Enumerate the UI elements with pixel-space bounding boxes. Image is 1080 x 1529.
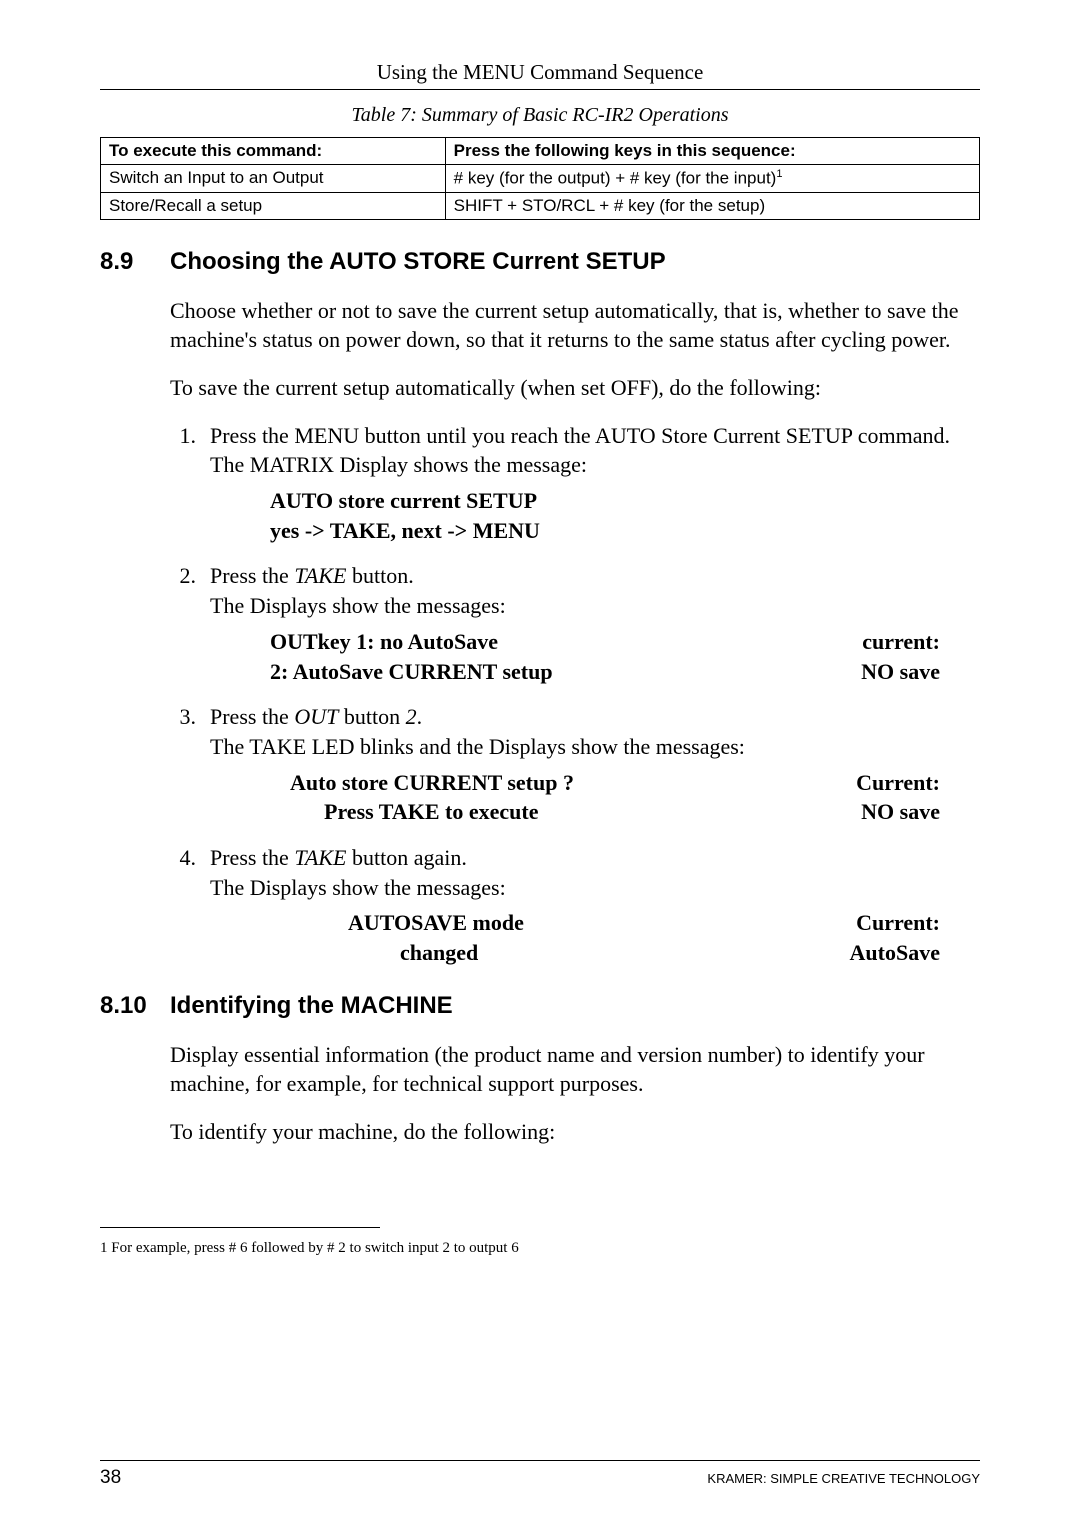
para: To identify your machine, do the followi… (170, 1117, 980, 1147)
footnote-rule (100, 1227, 380, 1228)
step-text: The TAKE LED blinks and the Displays sho… (210, 732, 980, 762)
display-row: 2: AutoSave CURRENT setup NO save (270, 657, 980, 687)
step-number: 3. (170, 702, 210, 837)
step-item: 3. Press the OUT button 2. The TAKE LED … (170, 702, 980, 837)
display-line: yes -> TAKE, next -> MENU (270, 516, 980, 546)
footnote-text: For example, press # 6 followed by # 2 t… (111, 1240, 518, 1256)
para: Choose whether or not to save the curren… (170, 296, 980, 355)
step-number: 4. (170, 843, 210, 978)
step-text: Press the TAKE button. (210, 561, 980, 591)
para: To save the current setup automatically … (170, 373, 980, 403)
step-number: 2. (170, 561, 210, 696)
step-text: The Displays show the messages: (210, 873, 980, 903)
display-row: AUTOSAVE mode Current: (270, 908, 980, 938)
running-header: Using the MENU Command Sequence (100, 60, 980, 85)
page-footer: 38 KRAMER: SIMPLE CREATIVE TECHNOLOGY (100, 1460, 980, 1489)
step-text: The Displays show the messages: (210, 591, 980, 621)
footer-rule (100, 1460, 980, 1461)
cell-keys-0: # key (for the output) + # key (for the … (445, 165, 979, 193)
display-message: AUTO store current SETUP yes -> TAKE, ne… (270, 486, 980, 545)
col-header-keys: Press the following keys in this sequenc… (445, 138, 979, 165)
section-8-10-body: Display essential information (the produ… (170, 1040, 980, 1147)
step-text: Press the TAKE button again. (210, 843, 980, 873)
footnote-marker: 1 (100, 1240, 108, 1256)
section-8-9-body: Choose whether or not to save the curren… (170, 296, 980, 978)
section-number: 8.10 (100, 992, 170, 1020)
table-caption: Table 7: Summary of Basic RC-IR2 Operati… (100, 104, 980, 127)
display-row: Press TAKE to execute NO save (270, 797, 980, 827)
steps-list: 1. Press the MENU button until you reach… (170, 421, 980, 978)
display-message: AUTOSAVE mode Current: changed AutoSave (270, 908, 980, 967)
display-row: Auto store CURRENT setup ? Current: (270, 768, 980, 798)
display-line: AUTO store current SETUP (270, 486, 980, 516)
col-header-command: To execute this command: (101, 138, 446, 165)
section-heading-8-9: 8.9 Choosing the AUTO STORE Current SETU… (100, 248, 980, 276)
table-row: Store/Recall a setup SHIFT + STO/RCL + #… (101, 192, 980, 219)
brand-line: KRAMER: SIMPLE CREATIVE TECHNOLOGY (707, 1471, 980, 1486)
display-message: OUTkey 1: no AutoSave current: 2: AutoSa… (270, 627, 980, 686)
header-rule (100, 89, 980, 90)
table-header-row: To execute this command: Press the follo… (101, 138, 980, 165)
step-text: Press the OUT button 2. (210, 702, 980, 732)
footnote: 1 For example, press # 6 followed by # 2… (100, 1240, 980, 1257)
section-title: Identifying the MACHINE (170, 992, 453, 1020)
footnote-ref: 1 (776, 168, 782, 180)
step-body: Press the OUT button 2. The TAKE LED bli… (210, 702, 980, 837)
section-heading-8-10: 8.10 Identifying the MACHINE (100, 992, 980, 1020)
table-row: Switch an Input to an Output # key (for … (101, 165, 980, 193)
step-body: Press the MENU button until you reach th… (210, 421, 980, 556)
command-table: To execute this command: Press the follo… (100, 137, 980, 220)
display-row: changed AutoSave (270, 938, 980, 968)
display-message: Auto store CURRENT setup ? Current: Pres… (270, 768, 980, 827)
display-row: OUTkey 1: no AutoSave current: (270, 627, 980, 657)
running-title: Using the MENU Command Sequence (377, 60, 704, 84)
section-number: 8.9 (100, 248, 170, 276)
footer-line: 38 KRAMER: SIMPLE CREATIVE TECHNOLOGY (100, 1467, 980, 1489)
cell-cmd-1: Store/Recall a setup (101, 192, 446, 219)
step-body: Press the TAKE button. The Displays show… (210, 561, 980, 696)
step-item: 2. Press the TAKE button. The Displays s… (170, 561, 980, 696)
cell-keys-1: SHIFT + STO/RCL + # key (for the setup) (445, 192, 979, 219)
step-text: The MATRIX Display shows the message: (210, 450, 980, 480)
cell-cmd-0: Switch an Input to an Output (101, 165, 446, 193)
step-text: Press the MENU button until you reach th… (210, 421, 980, 451)
step-item: 4. Press the TAKE button again. The Disp… (170, 843, 980, 978)
page-number: 38 (100, 1467, 121, 1489)
step-number: 1. (170, 421, 210, 556)
para: Display essential information (the produ… (170, 1040, 980, 1099)
step-body: Press the TAKE button again. The Display… (210, 843, 980, 978)
step-item: 1. Press the MENU button until you reach… (170, 421, 980, 556)
section-title: Choosing the AUTO STORE Current SETUP (170, 248, 666, 276)
